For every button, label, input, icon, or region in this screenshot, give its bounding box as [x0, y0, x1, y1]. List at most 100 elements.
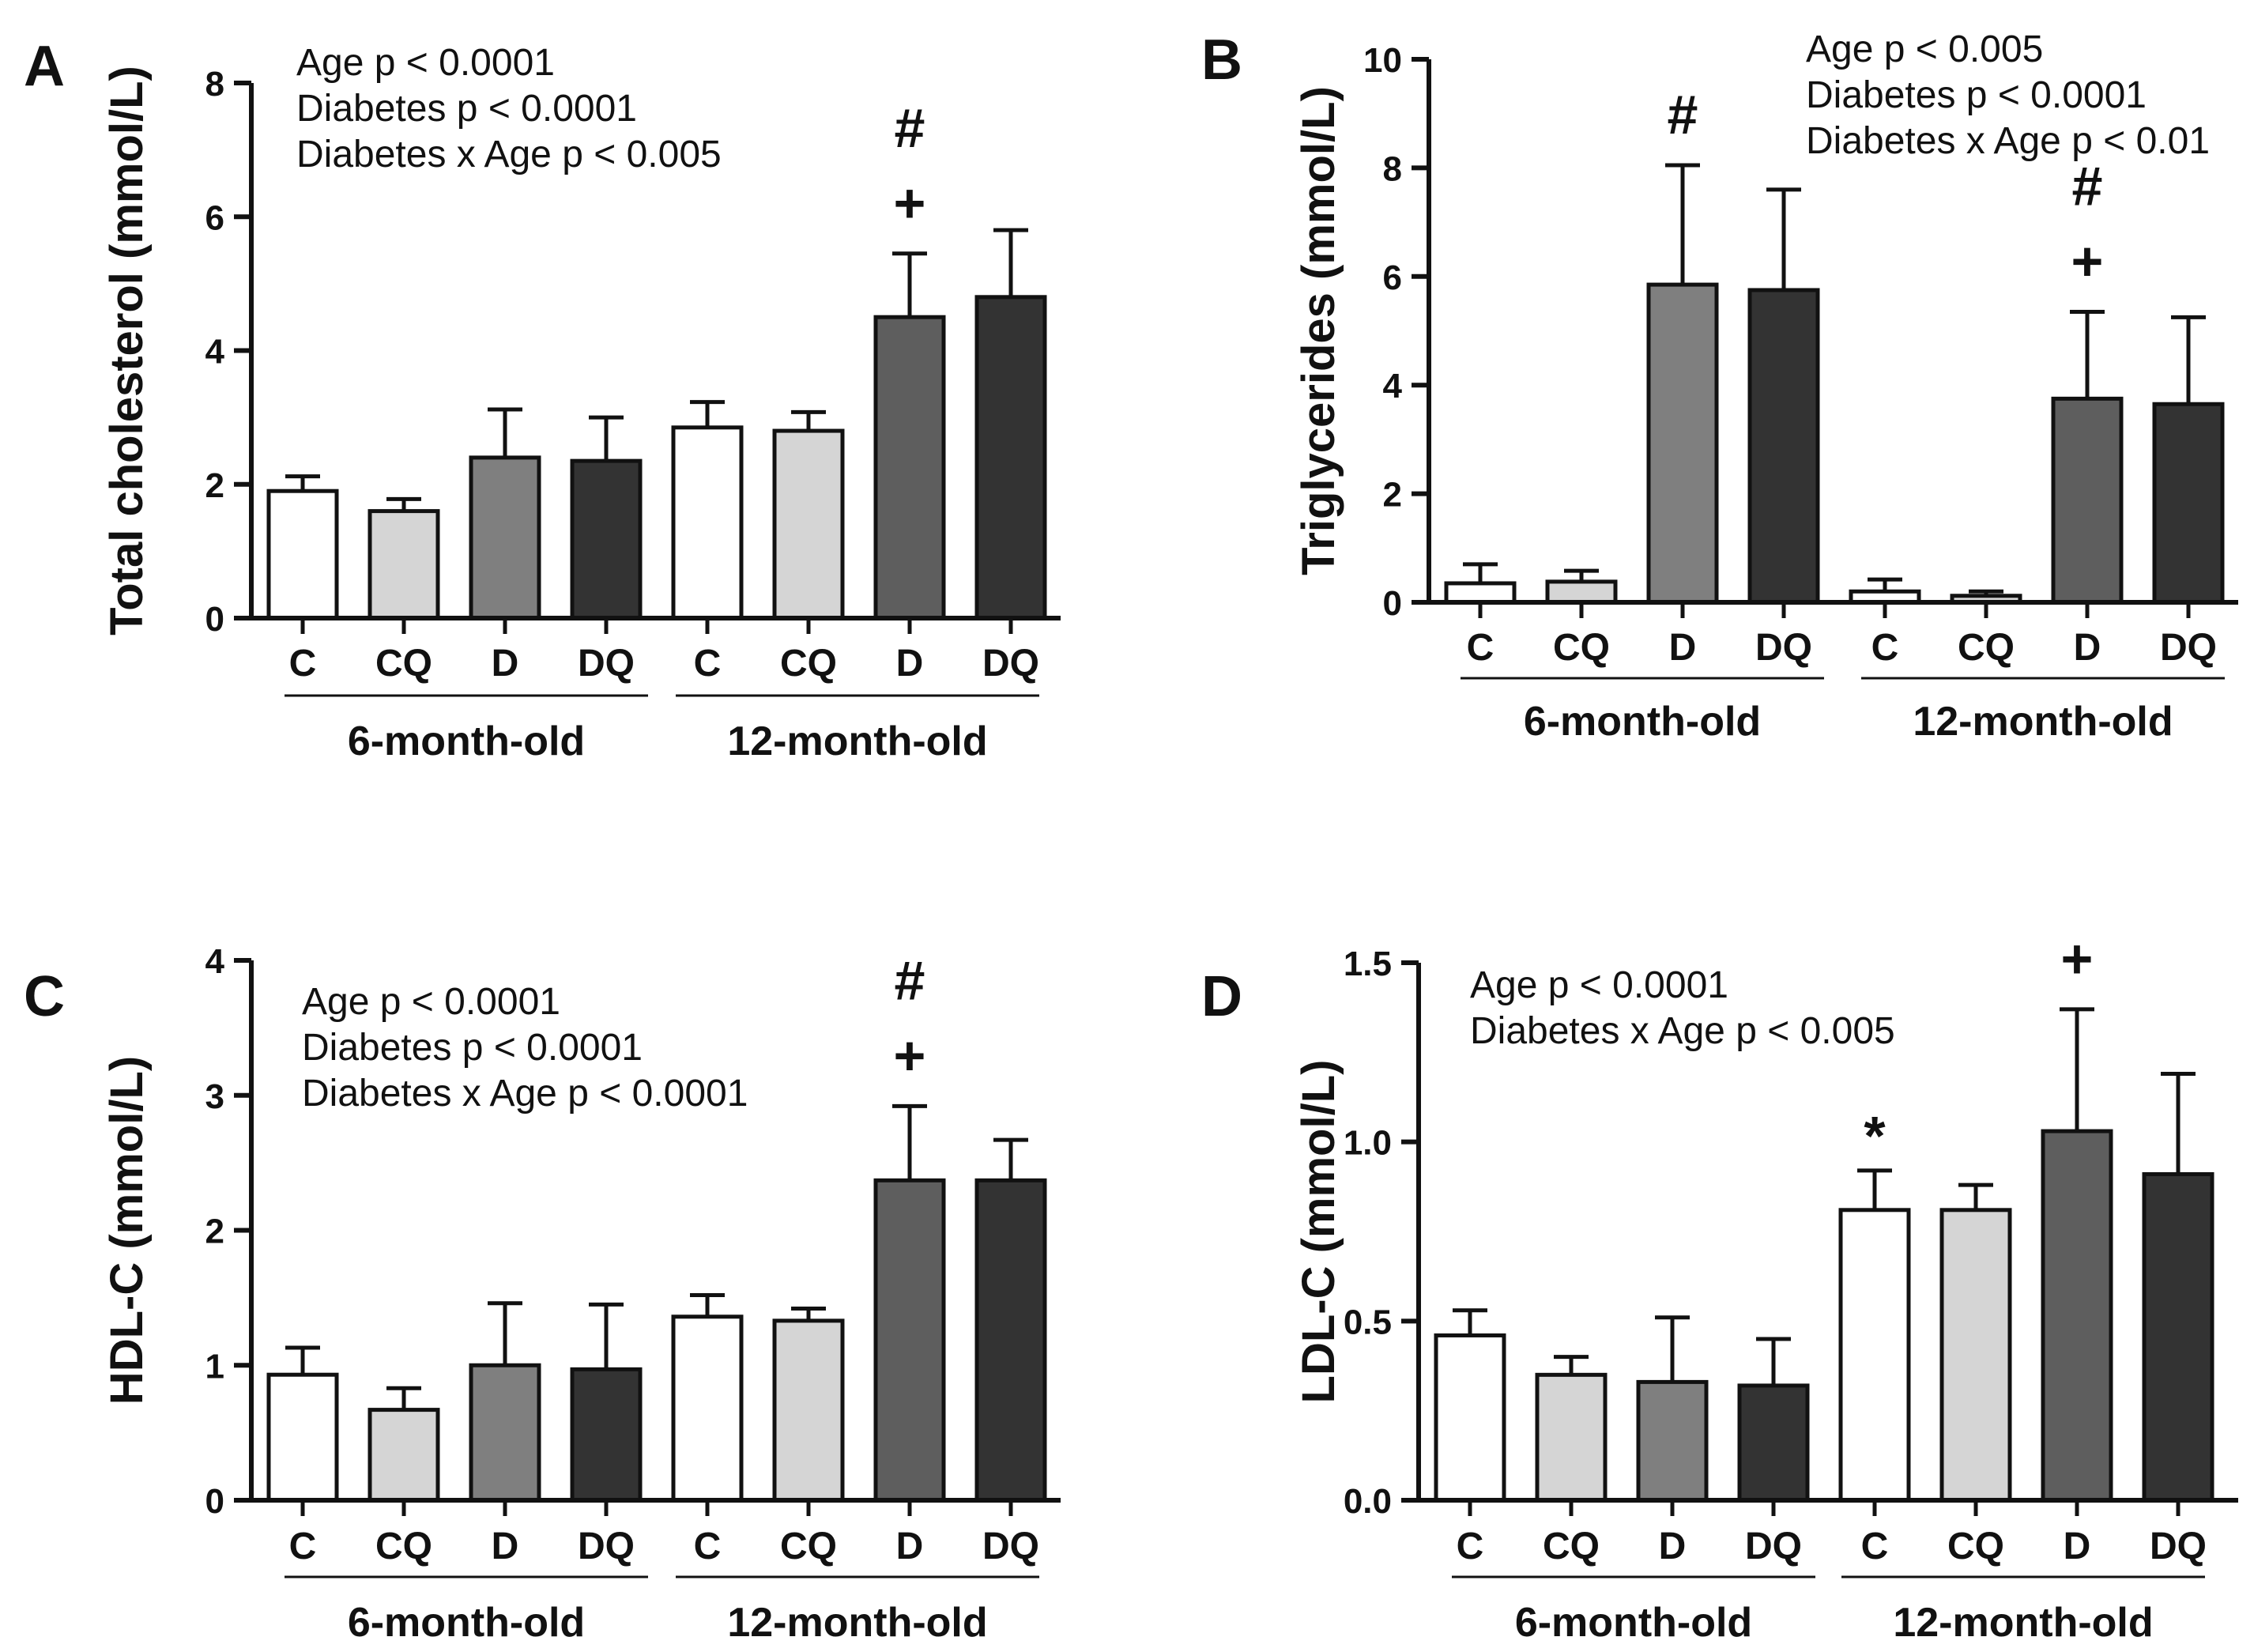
bar [1646, 282, 1719, 605]
y-axis-label: Total cholesterol (mmol/L) [101, 66, 153, 636]
bar [1939, 1208, 2012, 1503]
bar [570, 1367, 643, 1503]
y-tick-label: 0.5 [1344, 1303, 1392, 1341]
group-label: 6-month-old [348, 1600, 585, 1646]
stats-annotation: Diabetes p < 0.0001 [296, 88, 637, 130]
y-tick-label: 4 [205, 942, 225, 981]
category-label: D [492, 643, 519, 685]
y-axis-label: HDL-C (mmol/L) [101, 1056, 153, 1405]
category-label: D [492, 1526, 519, 1567]
significance-marker: + [2071, 230, 2104, 292]
group-label: 12-month-old [1913, 699, 2173, 745]
group-label: 6-month-old [1524, 699, 1761, 745]
category-label: D [896, 643, 924, 685]
category-label: DQ [982, 643, 1039, 685]
group-label: 12-month-old [727, 719, 987, 764]
category-label: CQ [375, 643, 432, 685]
chart-panel-b: C CQ D DQ C CQ D DQ 0 2 4 6 8 10 Triglycerides (mmol/L… [1201, 28, 2238, 745]
bar [1545, 579, 1618, 605]
bar [2142, 1171, 2214, 1503]
chart-panel-d: C CQ D DQ C CQ D DQ 0.0 0.5 1.0 1.5 LDL-C (mmol/L) 6-… [1201, 928, 2238, 1646]
bar [1838, 1208, 1911, 1503]
y-tick-label: 8 [1383, 149, 1402, 188]
stats-annotation: Diabetes x Age p < 0.01 [1806, 120, 2210, 162]
significance-marker: + [894, 172, 926, 234]
bar [2152, 402, 2225, 605]
stats-annotation: Diabetes x Age p < 0.005 [296, 134, 722, 175]
group-label: 12-month-old [727, 1600, 987, 1646]
panel-letter: C [24, 965, 65, 1028]
significance-marker: * [1864, 1105, 1886, 1167]
bar [266, 1372, 339, 1503]
bar [570, 458, 643, 620]
group-label: 12-month-old [1893, 1600, 2153, 1646]
y-tick-label: 3 [205, 1077, 224, 1116]
bar [974, 1178, 1047, 1503]
category-label: C [694, 1526, 722, 1567]
category-label: C [289, 643, 317, 685]
y-axis-label: LDL-C (mmol/L) [1293, 1060, 1344, 1404]
y-tick-label: 1.5 [1344, 945, 1392, 983]
category-label: CQ [1947, 1526, 2004, 1567]
bar [2041, 1129, 2113, 1503]
y-tick-label: 1 [205, 1347, 224, 1386]
bar [1636, 1379, 1709, 1503]
y-tick-label: 0 [1383, 584, 1402, 623]
category-label: DQ [1755, 627, 1812, 669]
category-label: CQ [1543, 1526, 1600, 1567]
bar [671, 1314, 744, 1503]
category-label: CQ [1553, 627, 1610, 669]
category-label: DQ [2150, 1526, 2207, 1567]
significance-marker: + [894, 1024, 926, 1086]
significance-marker: # [895, 949, 925, 1011]
category-label: C [1457, 1526, 1484, 1567]
significance-marker: # [2072, 155, 2103, 217]
category-label: CQ [780, 643, 837, 685]
stats-annotation: Diabetes x Age p < 0.0001 [302, 1073, 748, 1115]
category-label: DQ [578, 643, 635, 685]
y-tick-label: 8 [205, 65, 224, 104]
y-tick-label: 2 [205, 466, 224, 505]
y-tick-label: 4 [1383, 367, 1403, 405]
y-tick-label: 6 [1383, 258, 1402, 297]
significance-marker: # [1668, 84, 1698, 145]
category-label: D [896, 1526, 924, 1567]
bar [469, 1363, 541, 1503]
category-label: D [1669, 627, 1697, 669]
category-label: C [1861, 1526, 1889, 1567]
chart-panel-c: C CQ D DQ C CQ D DQ 0 1 2 3 4 HDL-C (mmol/L) 6-month-o… [24, 942, 1061, 1646]
y-tick-label: 0.0 [1344, 1482, 1392, 1521]
stats-annotation: Diabetes x Age p < 0.005 [1470, 1010, 1895, 1052]
category-label: C [694, 643, 722, 685]
y-tick-label: 2 [205, 1213, 224, 1251]
y-axis-label: Triglycerides (mmol/L) [1293, 86, 1344, 575]
category-label: C [289, 1526, 317, 1567]
y-tick-label: 10 [1363, 41, 1402, 80]
bar [368, 509, 440, 620]
significance-marker: + [2061, 928, 2094, 990]
y-tick-label: 0 [205, 1482, 224, 1521]
y-tick-label: 1.0 [1344, 1124, 1392, 1163]
category-label: DQ [2160, 627, 2217, 669]
panel-letter: D [1201, 965, 1242, 1028]
stats-annotation: Age p < 0.005 [1806, 28, 2043, 70]
category-label: C [1467, 627, 1494, 669]
category-label: CQ [780, 1526, 837, 1567]
bar [368, 1408, 440, 1503]
y-tick-label: 4 [205, 333, 225, 372]
category-label: DQ [982, 1526, 1039, 1567]
panel-letter: A [24, 35, 65, 98]
stats-annotation: Age p < 0.0001 [302, 981, 560, 1023]
category-label: D [2064, 1526, 2091, 1567]
category-label: CQ [1958, 627, 2015, 669]
bar [469, 455, 541, 620]
group-label: 6-month-old [348, 719, 585, 764]
stats-annotation: Diabetes p < 0.0001 [1806, 74, 2147, 116]
bar [266, 488, 339, 620]
bar [1434, 1333, 1506, 1503]
significance-marker: # [895, 97, 925, 159]
bar [873, 1178, 946, 1503]
category-label: DQ [1745, 1526, 1802, 1567]
category-label: C [1871, 627, 1899, 669]
bar [974, 295, 1047, 620]
